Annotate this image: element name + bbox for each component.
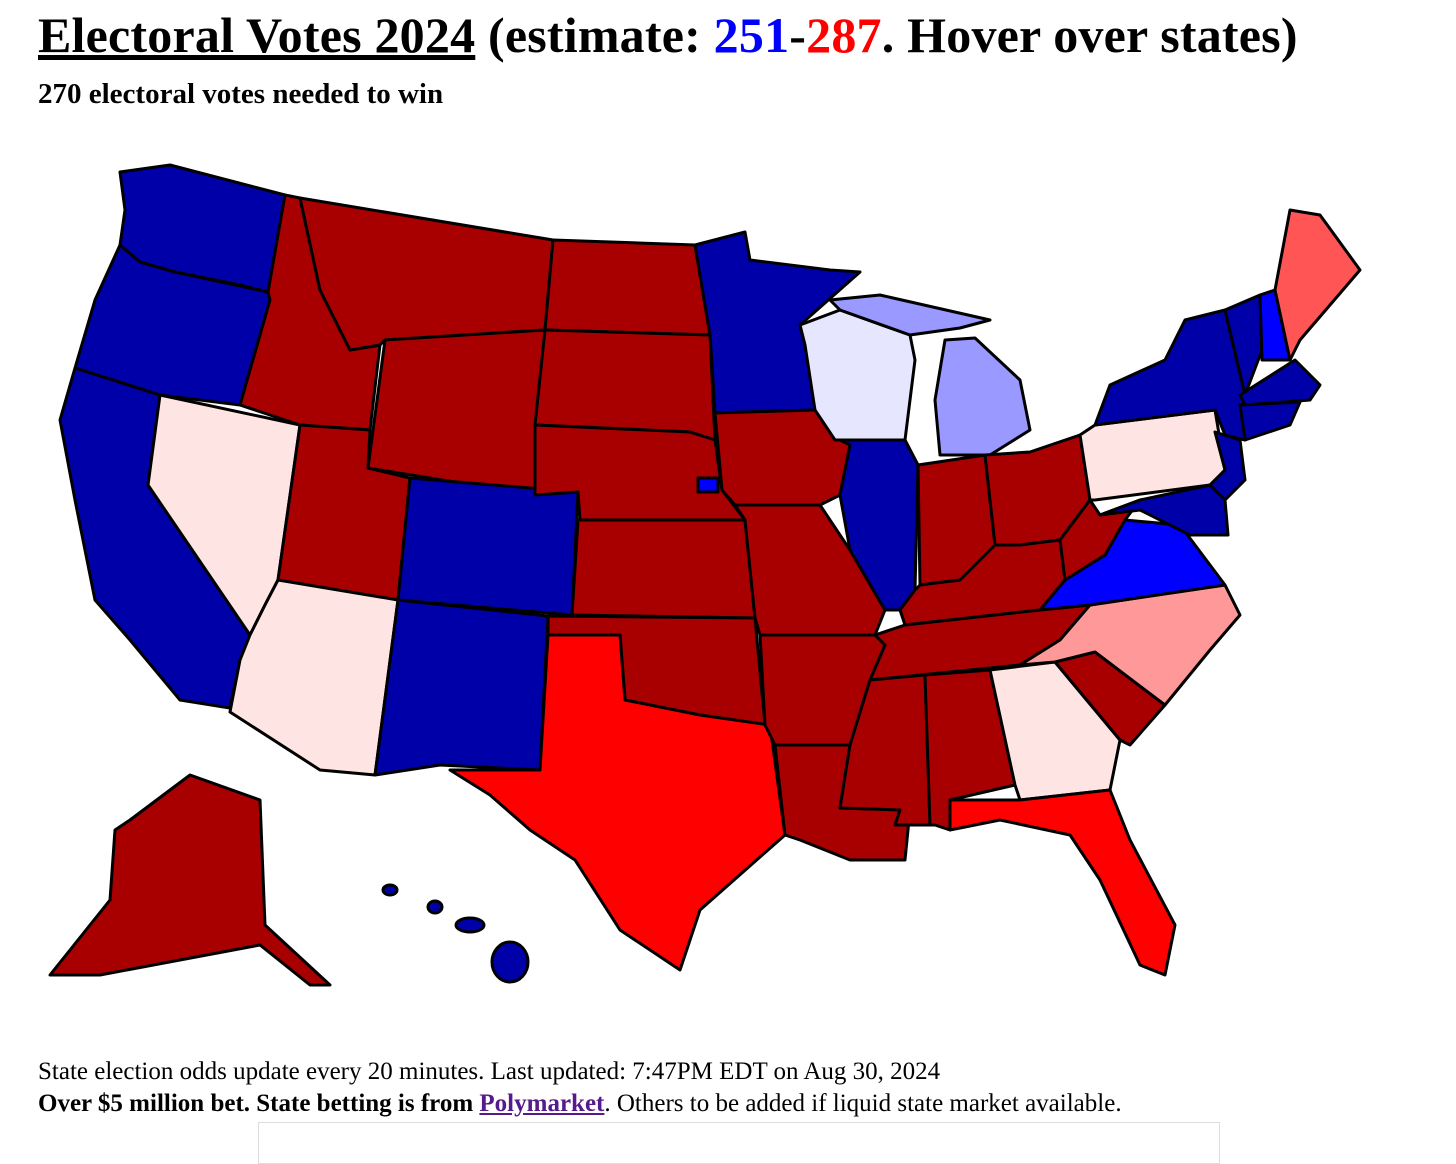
closing-note: . Others to be added if liquid state mar…: [604, 1090, 1122, 1117]
us-map: [48, 163, 1362, 987]
state: [1098, 483, 1230, 537]
separator: -: [789, 7, 807, 63]
state: [426, 899, 444, 915]
state: [948, 788, 1177, 977]
state: [454, 916, 486, 934]
state: [543, 238, 712, 337]
bet-note-text: Over $5 million bet. State betting is fr…: [38, 1090, 480, 1117]
state: [298, 196, 555, 352]
title: Electoral Votes 2024 (estimate: 251-287.…: [38, 6, 1298, 64]
state: [570, 518, 757, 620]
state: [838, 438, 920, 612]
title-link[interactable]: Electoral Votes 2024: [38, 7, 476, 63]
state: [1273, 208, 1362, 362]
state: [933, 336, 1032, 457]
state: [490, 940, 530, 984]
dem-votes: 251: [713, 7, 790, 63]
embed-box: [258, 1122, 1220, 1164]
district: [696, 476, 720, 494]
subtitle: 270 electoral votes needed to win: [38, 78, 444, 110]
title-text: (estimate:: [475, 7, 714, 63]
source-link[interactable]: Polymarket: [479, 1090, 605, 1117]
state: [373, 598, 550, 777]
state: [48, 773, 332, 987]
state: [396, 476, 580, 617]
state: [381, 883, 399, 897]
state: [448, 633, 787, 972]
state: [366, 328, 547, 497]
states: [48, 163, 1362, 987]
update-note: State election odds update every 20 minu…: [38, 1058, 941, 1085]
state: [828, 293, 992, 337]
state: [1018, 583, 1242, 707]
rep-votes: 287: [806, 7, 882, 63]
bet-note: Over $5 million bet. State betting is fr…: [38, 1090, 1122, 1118]
state: [1238, 400, 1302, 442]
state: [533, 328, 717, 442]
title-text: . Hover over states): [881, 7, 1298, 63]
